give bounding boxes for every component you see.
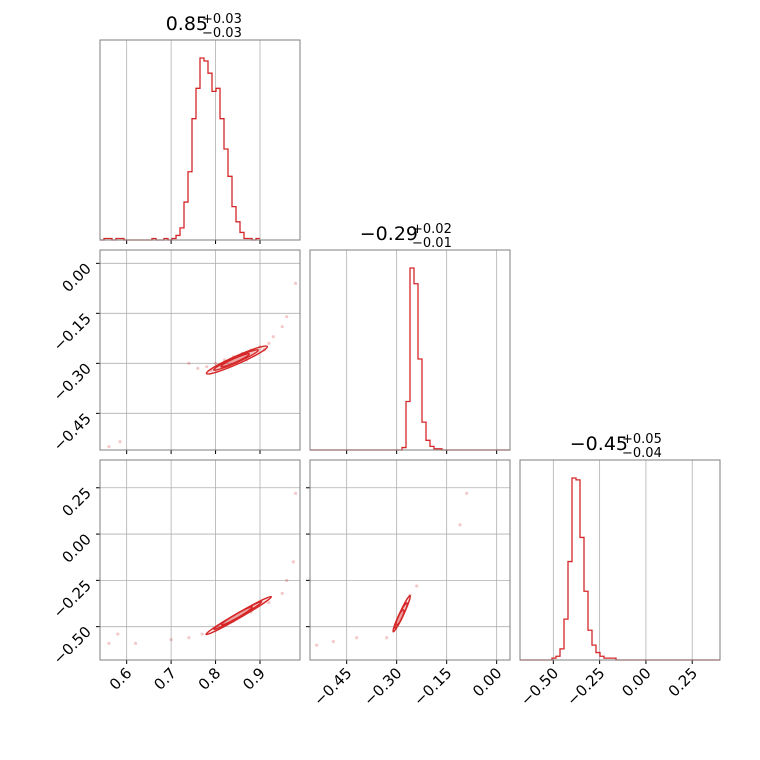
tick-label-x: −0.25 [563,664,608,709]
scatter-point [280,325,284,329]
histogram-panel: −0.50 −0.25 0.00 0.25 −0.45+0.05−0.04 [517,432,720,709]
panel-frame [99,249,301,451]
histogram-step-line [310,267,510,451]
scatter-point [293,491,298,495]
title-minus: −0.04 [622,446,662,461]
scatter-panel: 0.6 0.7 0.8 0.9 −0.50−0.25 0.00 0.25 [50,460,300,694]
scatter-point [267,341,271,345]
scatter-point [133,641,138,645]
scatter-point [271,335,275,339]
scatter-point [187,361,191,365]
scatter-point [107,641,111,645]
tick-label-y: 0.25 [58,484,94,520]
panel-frame [309,249,511,451]
tick-label-x: −0.30 [360,664,405,709]
title-minus: −0.01 [412,236,452,251]
title-plus: +0.03 [202,12,242,27]
scatter-point [267,600,271,605]
title-plus: +0.02 [412,222,452,237]
density-contour [395,609,405,626]
tick-label-x: 0.00 [469,664,505,700]
scatter-point [285,315,289,319]
tick-label-x: −0.45 [310,664,355,709]
scatter-point [205,365,209,369]
scatter-point [107,445,111,449]
title-plus: +0.05 [622,432,662,447]
scatter-point [293,281,298,285]
panel-frame [99,39,301,241]
title-minus: −0.03 [202,26,242,41]
scatter-point [291,560,295,564]
tick-label-x: −0.15 [410,664,455,709]
tick-label-x: 0.8 [195,664,225,694]
tick-label-x: 0.9 [239,664,269,694]
panel-title: −0.45+0.05−0.04 [570,432,662,461]
density-contour [220,353,251,368]
scatter-point [118,440,122,444]
scatter-point [315,643,319,647]
scatter-point [187,636,191,640]
scatter-point [196,366,200,370]
scatter-panel: −0.45 −0.30 −0.15 0.00 [50,250,300,455]
panel-frame [309,459,511,661]
panel-title: 0.85+0.03−0.03 [166,12,242,41]
scatter-point [458,523,462,527]
panel-frame [519,459,721,661]
tick-label-x: 0.25 [665,664,701,700]
histogram-step-line [100,57,260,241]
tick-label-x: −0.50 [517,664,562,709]
title-value: 0.85 [166,13,208,35]
tick-label-y: −0.45 [50,409,95,454]
title-value: −0.45 [570,433,628,455]
tick-label-x: 0.6 [106,664,136,694]
scatter-point [355,636,359,640]
tick-label-y: −0.25 [50,576,95,621]
tick-label-y: −0.15 [50,309,95,354]
scatter-point [213,361,218,365]
histogram-panel: 0.85+0.03−0.03 [100,12,261,244]
tick-label-y: −0.50 [50,623,95,668]
scatter-point [169,638,173,642]
histogram-panel: −0.29+0.02−0.01 [310,222,510,454]
tick-label-y: 0.00 [58,259,94,295]
scatter-point [200,632,204,636]
tick-label-y: −0.30 [50,359,95,404]
scatter-point [465,491,469,495]
tick-label-x: 0.7 [150,664,180,694]
scatter-point [116,632,120,636]
scatter-point [331,639,335,644]
tick-label-x: 0.00 [618,664,654,700]
panel-title: −0.29+0.02−0.01 [360,222,452,251]
scatter-point [280,591,284,595]
scatter-point [415,584,419,588]
title-value: −0.29 [360,223,418,245]
panel-frame [99,459,301,661]
tick-label-y: 0.00 [58,530,94,566]
scatter-point [285,578,289,582]
density-contour [220,606,254,626]
scatter-point [385,636,389,640]
histogram-step-line [520,477,720,661]
scatter-panel: −0.45−0.30−0.15 0.00 [306,460,510,709]
